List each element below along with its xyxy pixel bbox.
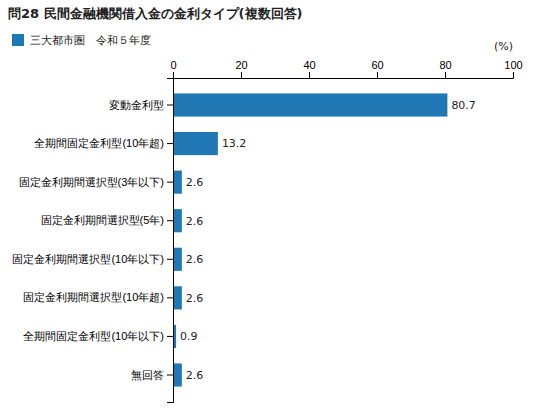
- y-tick: 変動金利型: [109, 99, 173, 111]
- y-tick: 固定金利期間選択型(5年): [41, 214, 173, 226]
- y-tick-label: 全期間固定金利型(10年以下): [23, 330, 164, 342]
- y-tick: 固定金利期間選択型(10年超): [23, 291, 173, 303]
- data-label: 2.6: [186, 253, 204, 266]
- y-tick-mark: [167, 105, 173, 106]
- bar: [173, 132, 218, 155]
- data-label: 0.9: [180, 330, 198, 343]
- x-tick-mark: [513, 72, 514, 78]
- plot: 80.7 13.2 2.6 2.6 2.6 2.6 0.9 2.6 0 20 40 60 80 100 変動…: [12, 59, 522, 403]
- y-tick-mark: [167, 220, 173, 221]
- legend-item: 三大都市圏 令和５年度: [12, 34, 151, 47]
- x-tick: 20: [235, 59, 247, 78]
- y-tick-mark: [167, 143, 173, 144]
- bar: [173, 286, 182, 309]
- y-tick: 全期間固定金利型(10年以下): [23, 330, 173, 342]
- legend-swatch: [12, 34, 24, 46]
- y-tick-mark: [167, 336, 173, 337]
- y-tick-label: 変動金利型: [109, 99, 164, 111]
- x-tick-label: 40: [303, 59, 315, 71]
- bar: [173, 171, 182, 194]
- y-tick-mark: [167, 375, 173, 376]
- x-tick-mark: [173, 72, 174, 78]
- data-label: 2.6: [186, 369, 204, 382]
- y-tick-label: 固定金利期間選択型(3年以下): [19, 176, 164, 188]
- x-tick: 0: [170, 59, 176, 78]
- data-label: 2.6: [186, 176, 204, 189]
- bar: [173, 209, 182, 232]
- data-labels: 80.7 13.2 2.6 2.6 2.6 2.6 0.9 2.6: [180, 99, 476, 382]
- y-tick-label: 固定金利期間選択型(10年以下): [12, 253, 164, 265]
- bars: [173, 93, 447, 386]
- y-tick-mark: [167, 259, 173, 260]
- title: 問28 民間金融機関借入金の金利タイプ(複数回答): [8, 6, 303, 21]
- y-tick: 固定金利期間選択型(10年以下): [12, 253, 173, 265]
- legend-label: 三大都市圏 令和５年度: [30, 34, 151, 47]
- data-label: 2.6: [186, 292, 204, 305]
- x-tick-label: 80: [439, 59, 451, 71]
- axis-label: (%): [494, 40, 513, 53]
- y-tick: 全期間固定金利型(10年超): [34, 137, 173, 149]
- axis-domain: [167, 79, 174, 403]
- y-tick-label: 無回答: [131, 369, 164, 381]
- data-label: 13.2: [222, 137, 247, 150]
- x-tick: 60: [371, 59, 383, 78]
- x-tick: 100: [504, 59, 522, 78]
- data-label: 80.7: [451, 99, 476, 112]
- y-tick-mark: [167, 297, 173, 298]
- y-tick-label: 固定金利期間選択型(10年超): [23, 291, 164, 303]
- axis-domain: [174, 72, 514, 79]
- x-tick-label: 60: [371, 59, 383, 71]
- x-tick: 80: [439, 59, 451, 78]
- x-tick-label: 100: [504, 59, 522, 71]
- x-axis: 0 20 40 60 80 100: [170, 59, 522, 79]
- x-tick-mark: [309, 72, 310, 78]
- y-tick-mark: [167, 182, 173, 183]
- x-tick: 40: [303, 59, 315, 78]
- bar: [173, 363, 182, 386]
- y-tick: 固定金利期間選択型(3年以下): [19, 176, 173, 188]
- y-tick: 無回答: [131, 369, 173, 381]
- legend: 三大都市圏 令和５年度: [12, 34, 151, 47]
- bar: [173, 248, 182, 271]
- x-tick-mark: [445, 72, 446, 78]
- data-label: 2.6: [186, 215, 204, 228]
- x-tick-mark: [241, 72, 242, 78]
- y-axis: 変動金利型全期間固定金利型(10年超) 固定金利期間選択型(3年以下) 固定金利期間…: [12, 79, 173, 403]
- bar: [173, 93, 447, 116]
- x-tick-label: 20: [235, 59, 247, 71]
- x-tick-label: 0: [170, 59, 176, 71]
- chart: 問28 民間金融機関借入金の金利タイプ(複数回答) 三大都市圏 令和５年度 80.7…: [0, 0, 549, 416]
- y-tick-label: 全期間固定金利型(10年超): [34, 137, 164, 149]
- x-tick-mark: [377, 72, 378, 78]
- y-tick-label: 固定金利期間選択型(5年): [41, 214, 164, 226]
